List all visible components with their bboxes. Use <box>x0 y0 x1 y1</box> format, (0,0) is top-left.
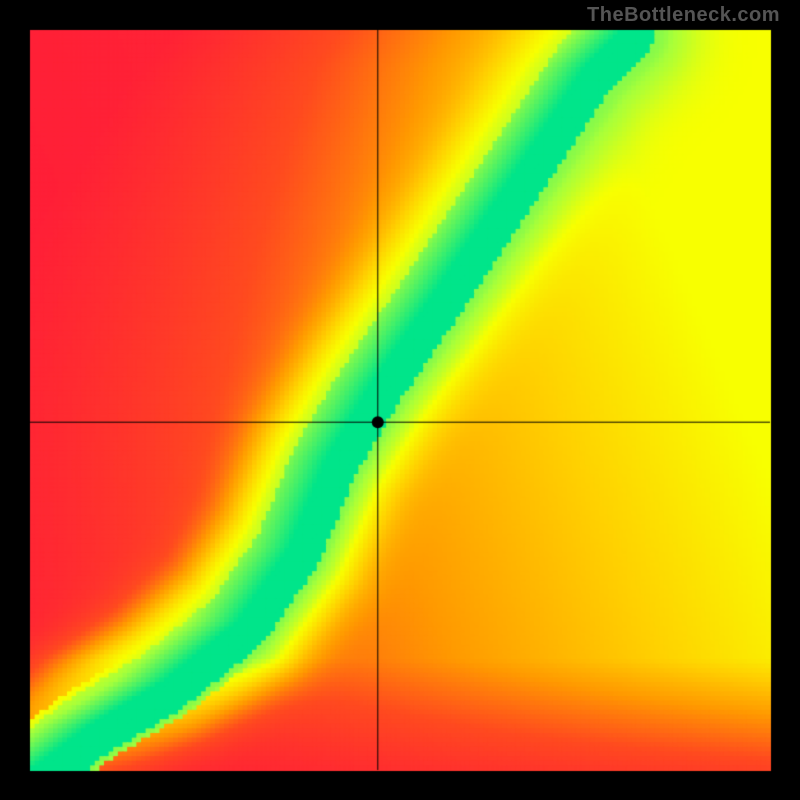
bottleneck-heatmap <box>0 0 800 800</box>
watermark-text: TheBottleneck.com <box>587 4 780 27</box>
